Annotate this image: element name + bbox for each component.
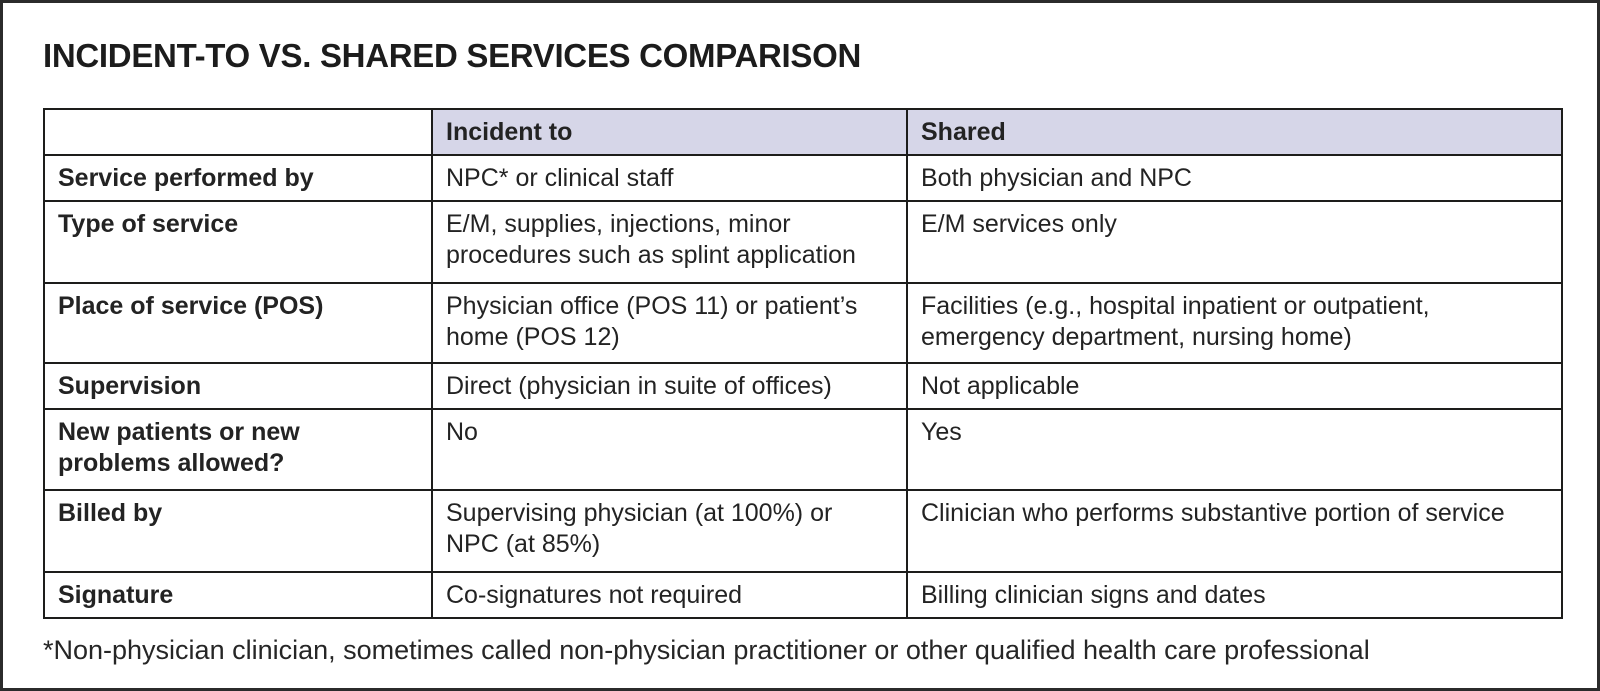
row-label: Billed by bbox=[43, 489, 433, 573]
cell-incident-to: Supervising physician (at 100%) or NPC (… bbox=[431, 489, 908, 573]
row-label: Place of service (POS) bbox=[43, 282, 433, 364]
cell-shared: Both physician and NPC bbox=[906, 154, 1563, 202]
row-label: New patients or new problems allowed? bbox=[43, 408, 433, 491]
row-label: Signature bbox=[43, 571, 433, 619]
row-label: Type of service bbox=[43, 200, 433, 284]
table-row: Service performed by NPC* or clinical st… bbox=[43, 154, 1563, 202]
cell-incident-to: Physician office (POS 11) or patient’s h… bbox=[431, 282, 908, 364]
header-row: Incident to Shared bbox=[43, 108, 1563, 156]
cell-shared: Billing clinician signs and dates bbox=[906, 571, 1563, 619]
cell-incident-to: E/M, supplies, injections, minor procedu… bbox=[431, 200, 908, 284]
cell-shared: Facilities (e.g., hospital inpatient or … bbox=[906, 282, 1563, 364]
cell-shared: Clinician who performs substantive porti… bbox=[906, 489, 1563, 573]
cell-shared: Not applicable bbox=[906, 362, 1563, 410]
cell-incident-to: No bbox=[431, 408, 908, 491]
table-row: Type of service E/M, supplies, injection… bbox=[43, 200, 1563, 284]
column-header-shared: Shared bbox=[906, 108, 1563, 156]
row-label: Service performed by bbox=[43, 154, 433, 202]
cell-incident-to: NPC* or clinical staff bbox=[431, 154, 908, 202]
table-row: Supervision Direct (physician in suite o… bbox=[43, 362, 1563, 410]
row-label: Supervision bbox=[43, 362, 433, 410]
column-header-incident-to: Incident to bbox=[431, 108, 908, 156]
comparison-table: Incident to Shared Service performed by … bbox=[43, 108, 1563, 619]
cell-incident-to: Co-signatures not required bbox=[431, 571, 908, 619]
table-row: Billed by Supervising physician (at 100%… bbox=[43, 489, 1563, 573]
cell-shared: Yes bbox=[906, 408, 1563, 491]
table-row: Signature Co-signatures not required Bil… bbox=[43, 571, 1563, 619]
table-row: Place of service (POS) Physician office … bbox=[43, 282, 1563, 364]
figure-title: INCIDENT-TO VS. SHARED SERVICES COMPARIS… bbox=[43, 37, 862, 74]
footnote: *Non-physician clinician, sometimes call… bbox=[43, 635, 1370, 665]
cell-incident-to: Direct (physician in suite of offices) bbox=[431, 362, 908, 410]
cell-shared: E/M services only bbox=[906, 200, 1563, 284]
table-row: New patients or new problems allowed? No… bbox=[43, 408, 1563, 491]
corner-cell bbox=[43, 108, 433, 156]
